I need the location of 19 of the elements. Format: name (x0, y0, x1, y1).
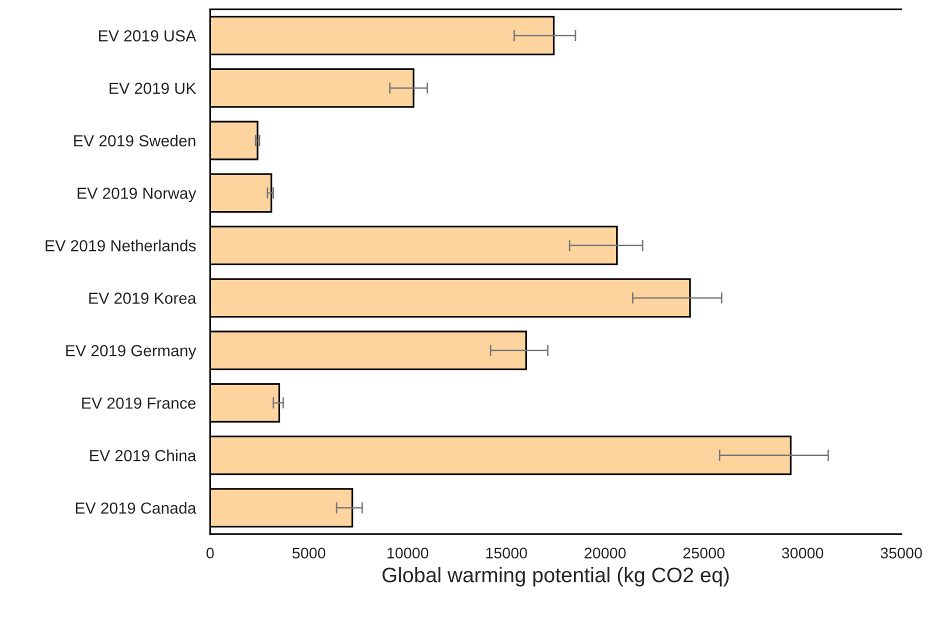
y-tick-label: EV 2019 China (90, 450, 196, 462)
x-tick-label: 30000 (782, 548, 824, 558)
y-tick-label: EV 2019 USA (99, 30, 196, 42)
y-tick-label: EV 2019 Korea (89, 292, 196, 304)
y-tick-label: EV 2019 Norway (78, 188, 196, 202)
y-tick-label: EV 2019 Netherlands (46, 240, 196, 252)
x-tick-label: 10000 (388, 548, 428, 558)
y-tick-label: EV 2019 Canada (76, 502, 196, 514)
x-tick-label: 20000 (584, 548, 626, 558)
y-tick-label: EV 2019 France (82, 398, 196, 409)
x-tick-label: 0 (206, 548, 214, 558)
x-tick-label: 15000 (486, 548, 528, 558)
x-axis-title: Global warming potential (kg CO2 eq) (382, 567, 729, 586)
x-tick-label: 5000 (292, 548, 326, 558)
x-tick-label: 25000 (683, 548, 724, 558)
x-tick-label: 35000 (880, 548, 922, 558)
y-tick-label: EV 2019 Germany (66, 345, 196, 360)
y-tick-label: EV 2019 UK (110, 82, 196, 94)
y-tick-label: EV 2019 Sweden (74, 134, 196, 146)
